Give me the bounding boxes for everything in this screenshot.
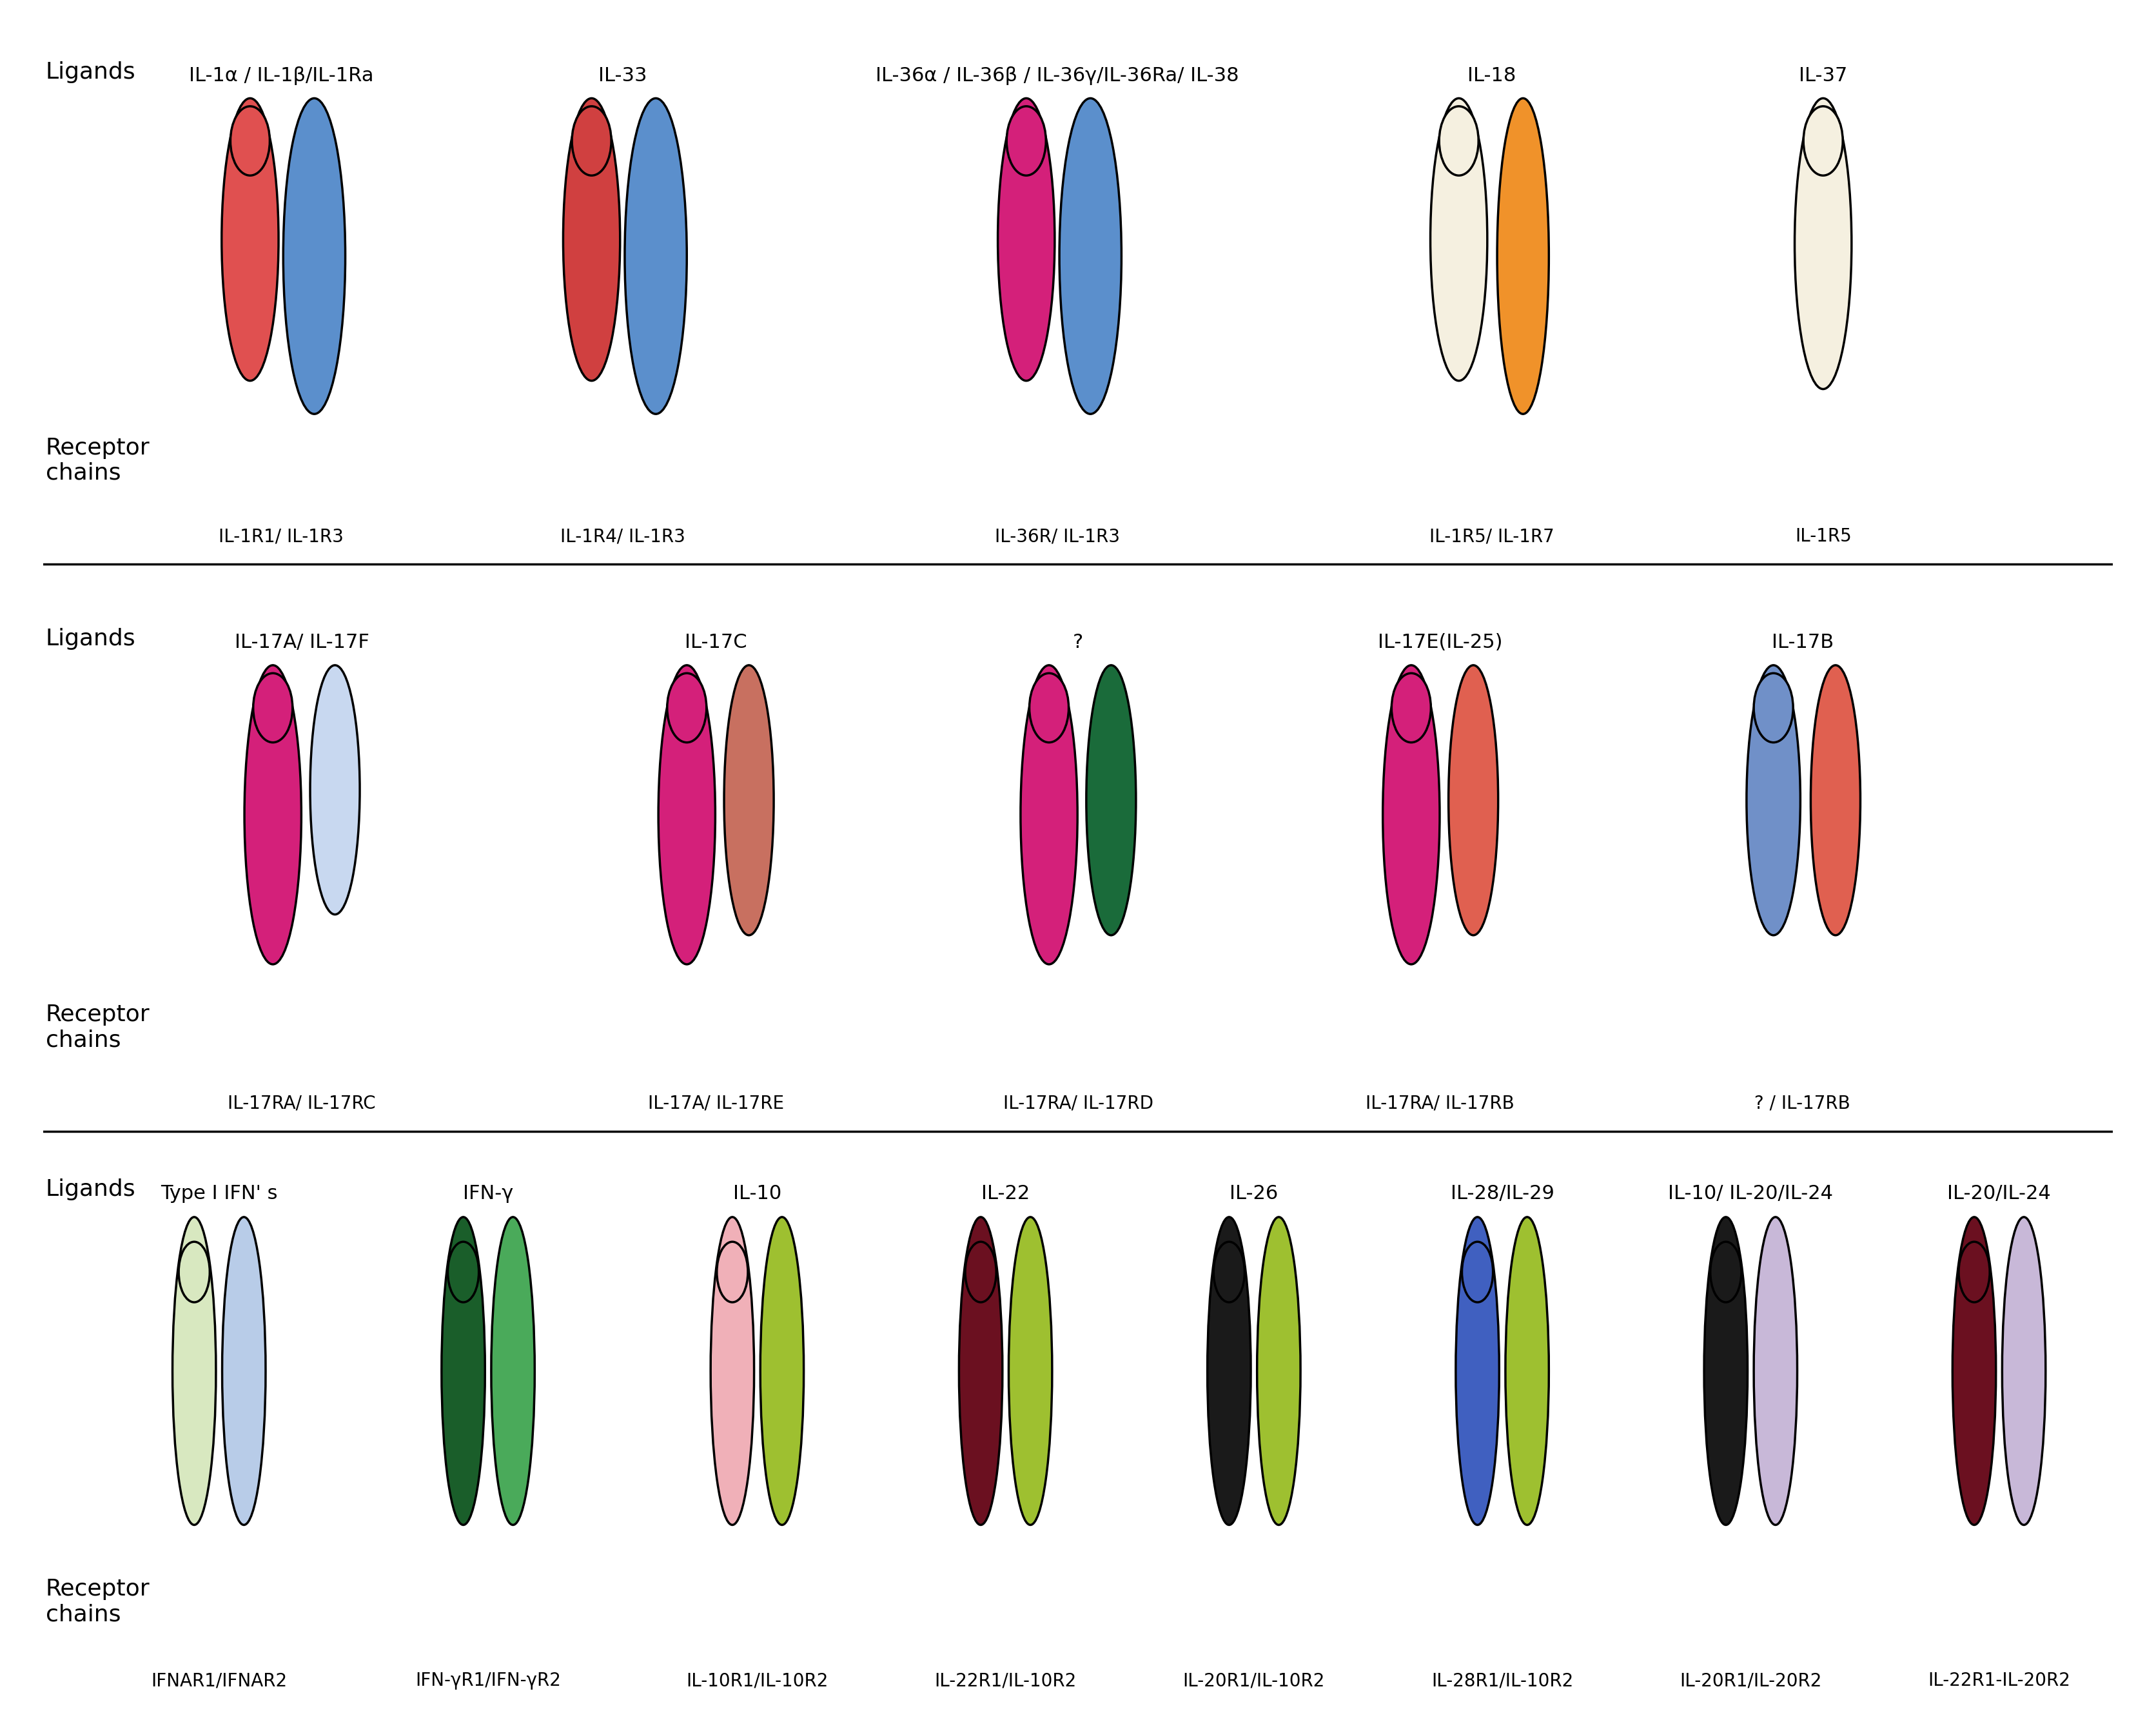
Text: IL-10R1/IL-10R2: IL-10R1/IL-10R2 bbox=[686, 1672, 828, 1691]
Text: IL-17RA/ IL-17RC: IL-17RA/ IL-17RC bbox=[229, 1094, 375, 1113]
Text: ? / IL-17RB: ? / IL-17RB bbox=[1755, 1094, 1850, 1113]
Ellipse shape bbox=[1811, 665, 1861, 935]
Ellipse shape bbox=[761, 1216, 804, 1526]
Text: Ligands: Ligands bbox=[45, 1179, 136, 1201]
Ellipse shape bbox=[2003, 1216, 2046, 1526]
Text: IL-1R4/ IL-1R3: IL-1R4/ IL-1R3 bbox=[561, 527, 686, 546]
Text: Receptor
chains: Receptor chains bbox=[45, 436, 151, 484]
Text: IFNAR1/IFNAR2: IFNAR1/IFNAR2 bbox=[151, 1672, 287, 1691]
Text: IL-1R1/ IL-1R3: IL-1R1/ IL-1R3 bbox=[218, 527, 343, 546]
Ellipse shape bbox=[1429, 98, 1488, 381]
Ellipse shape bbox=[1753, 673, 1794, 742]
Text: IFN-γR1/IFN-γR2: IFN-γR1/IFN-γR2 bbox=[416, 1672, 561, 1691]
Ellipse shape bbox=[716, 1242, 748, 1302]
Ellipse shape bbox=[1007, 107, 1046, 175]
Text: IL-17A/ IL-17RE: IL-17A/ IL-17RE bbox=[647, 1094, 785, 1113]
Ellipse shape bbox=[1440, 107, 1479, 175]
Text: IL-22R1-IL-20R2: IL-22R1-IL-20R2 bbox=[1927, 1672, 2070, 1691]
Ellipse shape bbox=[959, 1216, 1003, 1526]
Ellipse shape bbox=[563, 98, 621, 381]
Ellipse shape bbox=[1087, 665, 1136, 935]
Text: IL-1R5: IL-1R5 bbox=[1794, 527, 1852, 546]
Text: IL-20R1/IL-10R2: IL-20R1/IL-10R2 bbox=[1184, 1672, 1326, 1691]
Text: IL-1α / IL-1β/IL-1Ra: IL-1α / IL-1β/IL-1Ra bbox=[190, 67, 373, 84]
Ellipse shape bbox=[252, 673, 293, 742]
Text: IFN-γ: IFN-γ bbox=[464, 1184, 513, 1203]
Ellipse shape bbox=[1207, 1216, 1250, 1526]
Text: IL-37: IL-37 bbox=[1798, 67, 1848, 84]
Text: IL-10/ IL-20/IL-24: IL-10/ IL-20/IL-24 bbox=[1669, 1184, 1833, 1203]
Text: IL-33: IL-33 bbox=[599, 67, 647, 84]
Text: IL-22R1/IL-10R2: IL-22R1/IL-10R2 bbox=[934, 1672, 1076, 1691]
Ellipse shape bbox=[1802, 107, 1843, 175]
Text: Ligands: Ligands bbox=[45, 60, 136, 82]
Ellipse shape bbox=[179, 1242, 209, 1302]
Text: IL-17A/ IL-17F: IL-17A/ IL-17F bbox=[235, 634, 369, 651]
Ellipse shape bbox=[1028, 673, 1069, 742]
Ellipse shape bbox=[1505, 1216, 1548, 1526]
Ellipse shape bbox=[1746, 665, 1800, 935]
Ellipse shape bbox=[231, 107, 270, 175]
Text: IL-20/IL-24: IL-20/IL-24 bbox=[1947, 1184, 2050, 1203]
Text: IL-17RA/ IL-17RB: IL-17RA/ IL-17RB bbox=[1365, 1094, 1516, 1113]
Ellipse shape bbox=[1009, 1216, 1052, 1526]
Text: IL-28R1/IL-10R2: IL-28R1/IL-10R2 bbox=[1432, 1672, 1574, 1691]
Ellipse shape bbox=[1794, 98, 1852, 388]
Text: ?: ? bbox=[1074, 634, 1082, 651]
Ellipse shape bbox=[1214, 1242, 1244, 1302]
Text: IL-17E(IL-25): IL-17E(IL-25) bbox=[1378, 634, 1503, 651]
Ellipse shape bbox=[492, 1216, 535, 1526]
Ellipse shape bbox=[711, 1216, 755, 1526]
Ellipse shape bbox=[310, 665, 360, 914]
Text: IL-10: IL-10 bbox=[733, 1184, 780, 1203]
Ellipse shape bbox=[724, 665, 774, 935]
Text: Ligands: Ligands bbox=[45, 627, 136, 649]
Ellipse shape bbox=[1703, 1216, 1749, 1526]
Text: IL-28/IL-29: IL-28/IL-29 bbox=[1451, 1184, 1554, 1203]
Ellipse shape bbox=[1953, 1216, 1996, 1526]
Ellipse shape bbox=[666, 673, 707, 742]
Ellipse shape bbox=[625, 98, 688, 414]
Ellipse shape bbox=[966, 1242, 996, 1302]
Text: IL-36R/ IL-1R3: IL-36R/ IL-1R3 bbox=[994, 527, 1119, 546]
Text: IL-36α / IL-36β / IL-36γ/IL-36Ra/ IL-38: IL-36α / IL-36β / IL-36γ/IL-36Ra/ IL-38 bbox=[875, 67, 1240, 84]
Ellipse shape bbox=[1449, 665, 1498, 935]
Text: IL-20R1/IL-20R2: IL-20R1/IL-20R2 bbox=[1680, 1672, 1822, 1691]
Ellipse shape bbox=[1496, 98, 1548, 414]
Text: IL-17C: IL-17C bbox=[686, 634, 746, 651]
Text: Receptor
chains: Receptor chains bbox=[45, 1003, 151, 1051]
Text: IL-17B: IL-17B bbox=[1772, 634, 1833, 651]
Ellipse shape bbox=[1382, 665, 1440, 964]
Ellipse shape bbox=[1020, 665, 1078, 964]
Ellipse shape bbox=[1462, 1242, 1492, 1302]
Ellipse shape bbox=[172, 1216, 216, 1526]
Ellipse shape bbox=[1958, 1242, 1990, 1302]
Text: Receptor
chains: Receptor chains bbox=[45, 1579, 151, 1625]
Ellipse shape bbox=[998, 98, 1054, 381]
Ellipse shape bbox=[1059, 98, 1121, 414]
Text: IL-17RA/ IL-17RD: IL-17RA/ IL-17RD bbox=[1003, 1094, 1153, 1113]
Ellipse shape bbox=[658, 665, 716, 964]
Ellipse shape bbox=[1710, 1242, 1742, 1302]
Ellipse shape bbox=[448, 1242, 479, 1302]
Text: IL-1R5/ IL-1R7: IL-1R5/ IL-1R7 bbox=[1429, 527, 1554, 546]
Ellipse shape bbox=[442, 1216, 485, 1526]
Ellipse shape bbox=[282, 98, 345, 414]
Ellipse shape bbox=[244, 665, 302, 964]
Ellipse shape bbox=[1455, 1216, 1498, 1526]
Text: IL-26: IL-26 bbox=[1229, 1184, 1279, 1203]
Text: IL-22: IL-22 bbox=[981, 1184, 1031, 1203]
Ellipse shape bbox=[1753, 1216, 1798, 1526]
Text: IL-18: IL-18 bbox=[1468, 67, 1516, 84]
Text: Type I IFN' s: Type I IFN' s bbox=[160, 1184, 278, 1203]
Ellipse shape bbox=[571, 107, 612, 175]
Ellipse shape bbox=[1391, 673, 1432, 742]
Ellipse shape bbox=[222, 98, 278, 381]
Ellipse shape bbox=[222, 1216, 265, 1526]
Ellipse shape bbox=[1257, 1216, 1300, 1526]
